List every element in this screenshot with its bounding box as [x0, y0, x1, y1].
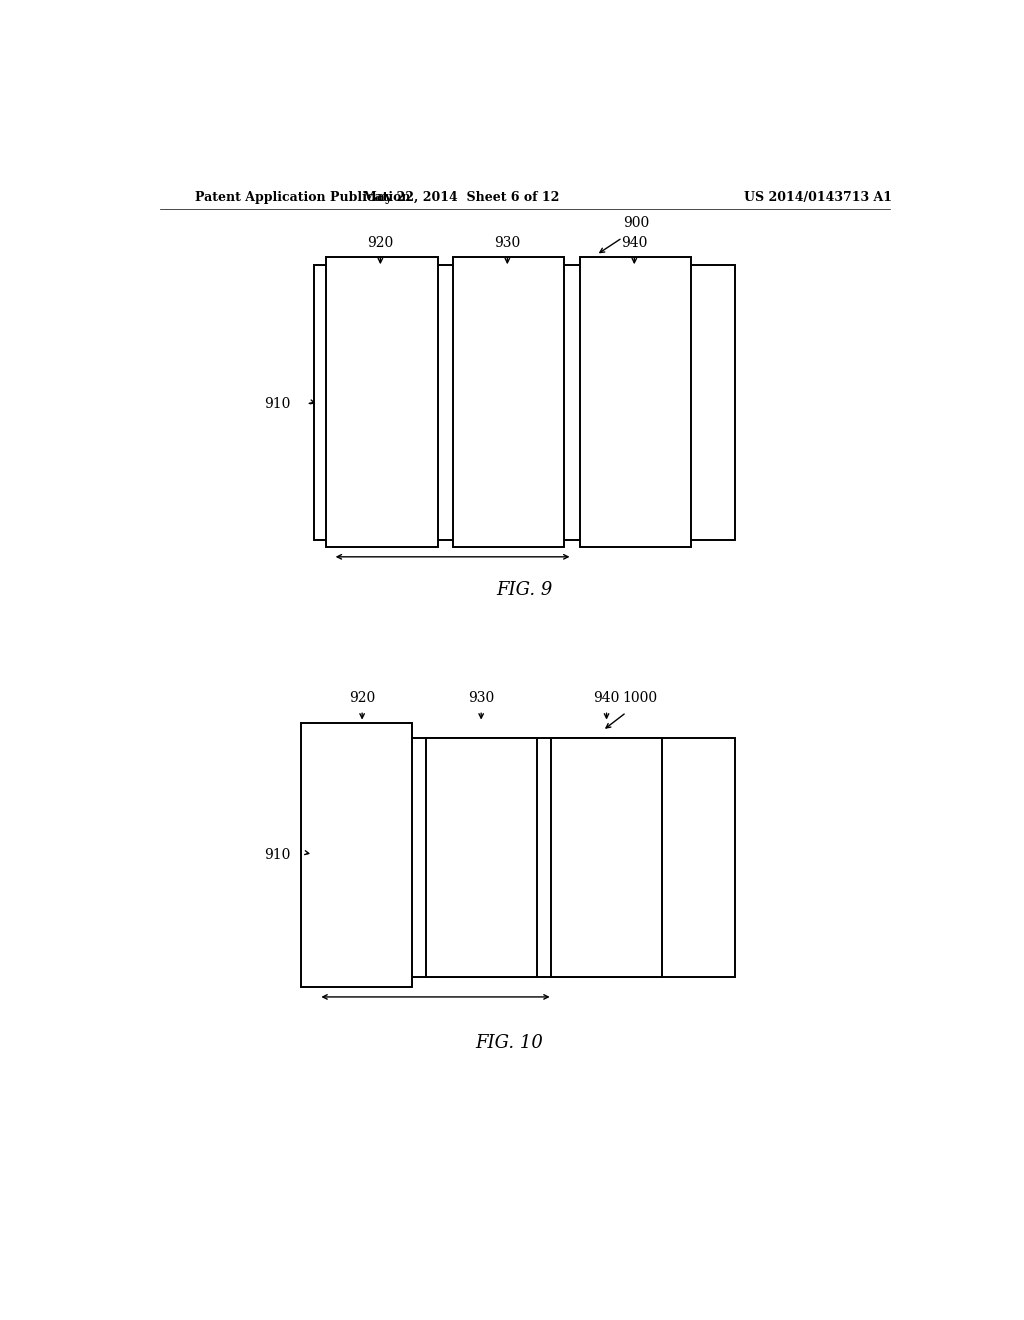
- Text: 940: 940: [593, 692, 620, 705]
- Text: 920: 920: [349, 692, 375, 705]
- Bar: [314, 265, 735, 540]
- Text: 930: 930: [495, 236, 520, 249]
- Bar: [581, 257, 691, 546]
- Bar: [454, 257, 564, 546]
- Text: Patent Application Publication: Patent Application Publication: [196, 190, 411, 203]
- Bar: [327, 257, 437, 546]
- Text: US 2014/0143713 A1: US 2014/0143713 A1: [744, 190, 893, 203]
- Text: FIG. 9: FIG. 9: [497, 581, 553, 599]
- Text: 910: 910: [264, 397, 291, 412]
- Text: 910: 910: [264, 847, 291, 862]
- Bar: [426, 738, 537, 977]
- Text: FIG. 10: FIG. 10: [475, 1034, 543, 1052]
- Text: 930: 930: [468, 692, 495, 705]
- Text: 900: 900: [623, 215, 649, 230]
- Bar: [314, 738, 735, 977]
- Text: 920: 920: [368, 236, 393, 249]
- Bar: [301, 722, 412, 987]
- Text: May 22, 2014  Sheet 6 of 12: May 22, 2014 Sheet 6 of 12: [364, 190, 559, 203]
- Text: 940: 940: [622, 236, 647, 249]
- Bar: [551, 738, 663, 977]
- Text: 1000: 1000: [623, 692, 657, 705]
